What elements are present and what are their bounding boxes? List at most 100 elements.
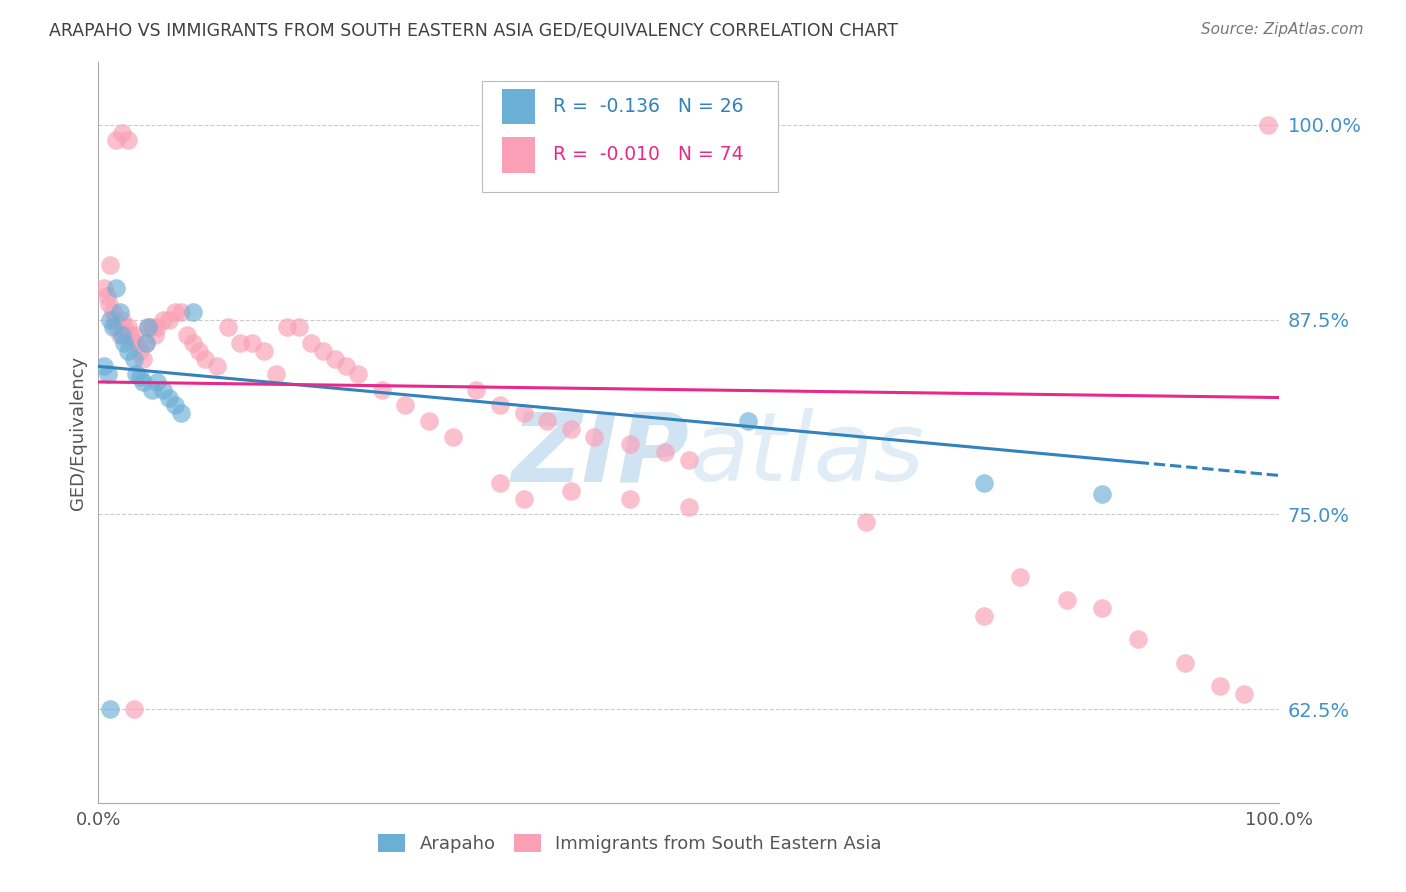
Immigrants from South Eastern Asia	[441, 429, 464, 443]
Immigrants from South Eastern Asia	[105, 133, 128, 147]
Legend: Arapaho, Immigrants from South Eastern Asia: Arapaho, Immigrants from South Eastern A…	[371, 827, 889, 861]
Immigrants from South Eastern Asia	[141, 320, 163, 334]
Immigrants from South Eastern Asia	[1209, 679, 1232, 693]
Immigrants from South Eastern Asia	[157, 312, 180, 326]
Immigrants from South Eastern Asia	[117, 133, 139, 147]
FancyBboxPatch shape	[502, 88, 536, 124]
Arapaho	[108, 305, 131, 319]
FancyBboxPatch shape	[502, 137, 536, 173]
Text: R =  -0.010   N = 74: R = -0.010 N = 74	[553, 145, 744, 164]
Immigrants from South Eastern Asia	[312, 343, 335, 358]
Immigrants from South Eastern Asia	[1126, 632, 1149, 647]
Immigrants from South Eastern Asia	[1008, 570, 1031, 584]
Immigrants from South Eastern Asia	[125, 336, 148, 351]
Immigrants from South Eastern Asia	[205, 359, 228, 374]
Text: R =  -0.136   N = 26: R = -0.136 N = 26	[553, 96, 744, 116]
Immigrants from South Eastern Asia	[489, 398, 512, 412]
Immigrants from South Eastern Asia	[104, 312, 127, 326]
Immigrants from South Eastern Asia	[394, 398, 416, 412]
Immigrants from South Eastern Asia	[122, 328, 145, 343]
Immigrants from South Eastern Asia	[512, 406, 534, 420]
Immigrants from South Eastern Asia	[229, 336, 252, 351]
Arapaho	[737, 414, 759, 428]
Arapaho	[135, 336, 157, 351]
Immigrants from South Eastern Asia	[136, 320, 159, 334]
Arapaho	[973, 476, 995, 491]
Arapaho	[117, 343, 139, 358]
Immigrants from South Eastern Asia	[93, 281, 115, 295]
Arapaho	[101, 320, 124, 334]
Immigrants from South Eastern Asia	[1257, 118, 1279, 132]
Immigrants from South Eastern Asia	[512, 491, 534, 506]
Arapaho	[97, 367, 120, 381]
Arapaho	[128, 370, 150, 384]
Immigrants from South Eastern Asia	[181, 336, 204, 351]
Immigrants from South Eastern Asia	[489, 476, 512, 491]
Immigrants from South Eastern Asia	[98, 258, 121, 272]
Immigrants from South Eastern Asia	[132, 351, 155, 366]
Arapaho	[141, 383, 163, 397]
Immigrants from South Eastern Asia	[1233, 687, 1256, 701]
Arapaho	[112, 336, 135, 351]
Immigrants from South Eastern Asia	[240, 336, 263, 351]
Immigrants from South Eastern Asia	[371, 383, 394, 397]
Immigrants from South Eastern Asia	[1091, 601, 1114, 615]
Immigrants from South Eastern Asia	[619, 491, 641, 506]
Immigrants from South Eastern Asia	[347, 367, 370, 381]
Immigrants from South Eastern Asia	[536, 414, 558, 428]
Arapaho	[170, 406, 193, 420]
Immigrants from South Eastern Asia	[654, 445, 676, 459]
Immigrants from South Eastern Asia	[217, 320, 239, 334]
Immigrants from South Eastern Asia	[128, 343, 150, 358]
Immigrants from South Eastern Asia	[135, 336, 157, 351]
Immigrants from South Eastern Asia	[108, 328, 131, 343]
Arapaho	[146, 375, 169, 389]
Immigrants from South Eastern Asia	[418, 414, 440, 428]
Arapaho	[1091, 487, 1114, 501]
Text: ARAPAHO VS IMMIGRANTS FROM SOUTH EASTERN ASIA GED/EQUIVALENCY CORRELATION CHART: ARAPAHO VS IMMIGRANTS FROM SOUTH EASTERN…	[49, 22, 898, 40]
Immigrants from South Eastern Asia	[335, 359, 357, 374]
Immigrants from South Eastern Asia	[973, 608, 995, 623]
Immigrants from South Eastern Asia	[855, 515, 877, 529]
Arapaho	[132, 375, 155, 389]
Arapaho	[165, 398, 187, 412]
Immigrants from South Eastern Asia	[146, 320, 169, 334]
Immigrants from South Eastern Asia	[96, 289, 118, 303]
Immigrants from South Eastern Asia	[253, 343, 276, 358]
Arapaho	[157, 391, 180, 405]
FancyBboxPatch shape	[482, 81, 778, 192]
Immigrants from South Eastern Asia	[465, 383, 488, 397]
Immigrants from South Eastern Asia	[165, 305, 187, 319]
Immigrants from South Eastern Asia	[678, 453, 700, 467]
Immigrants from South Eastern Asia	[583, 429, 606, 443]
Immigrants from South Eastern Asia	[619, 437, 641, 451]
Immigrants from South Eastern Asia	[560, 422, 582, 436]
Text: Source: ZipAtlas.com: Source: ZipAtlas.com	[1201, 22, 1364, 37]
Immigrants from South Eastern Asia	[276, 320, 298, 334]
Arapaho	[93, 359, 115, 374]
Immigrants from South Eastern Asia	[122, 702, 145, 716]
Immigrants from South Eastern Asia	[117, 320, 139, 334]
Immigrants from South Eastern Asia	[678, 500, 700, 514]
Arapaho	[122, 351, 145, 366]
Immigrants from South Eastern Asia	[323, 351, 346, 366]
Immigrants from South Eastern Asia	[98, 297, 121, 311]
Immigrants from South Eastern Asia	[101, 305, 124, 319]
Arapaho	[181, 305, 204, 319]
Text: ZIP: ZIP	[510, 409, 689, 501]
Arapaho	[125, 367, 148, 381]
Arapaho	[98, 702, 121, 716]
Immigrants from South Eastern Asia	[120, 328, 142, 343]
Immigrants from South Eastern Asia	[264, 367, 287, 381]
Immigrants from South Eastern Asia	[194, 351, 217, 366]
Arapaho	[136, 320, 159, 334]
Immigrants from South Eastern Asia	[187, 343, 209, 358]
Immigrants from South Eastern Asia	[299, 336, 322, 351]
Arapaho	[105, 281, 128, 295]
Immigrants from South Eastern Asia	[560, 484, 582, 499]
Immigrants from South Eastern Asia	[1174, 656, 1197, 670]
Immigrants from South Eastern Asia	[176, 328, 198, 343]
Immigrants from South Eastern Asia	[288, 320, 311, 334]
Y-axis label: GED/Equivalency: GED/Equivalency	[69, 356, 87, 509]
Immigrants from South Eastern Asia	[111, 126, 134, 140]
